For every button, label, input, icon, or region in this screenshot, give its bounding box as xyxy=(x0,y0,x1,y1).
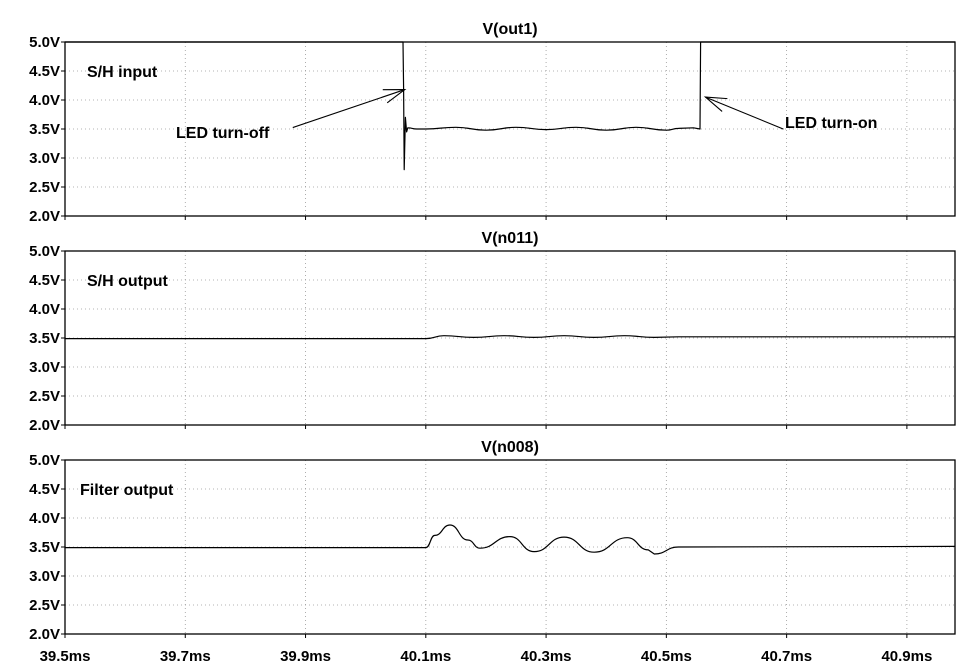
panel-2-y-tick-label: 3.5V xyxy=(29,330,60,347)
x-tick-label: 40.7ms xyxy=(761,648,812,665)
panel-1-arrow-2 xyxy=(705,96,784,130)
panel-1-trace xyxy=(65,41,955,171)
panel-2-y-tick-label: 4.5V xyxy=(29,272,60,289)
panel-1-y-tick-label: 2.0V xyxy=(29,208,60,225)
panel-3-y-tick-label: 2.0V xyxy=(29,626,60,643)
panel-1-arrowhead-2 xyxy=(703,96,728,112)
x-tick-label: 40.3ms xyxy=(521,648,572,665)
panel-2-title: V(n011) xyxy=(482,230,539,247)
panel-2-y-tick-label: 3.0V xyxy=(29,359,60,376)
panel-1-y-tick-label: 2.5V xyxy=(29,179,60,196)
panel-1-y-tick-label: 4.5V xyxy=(29,63,60,80)
panel-1-annotation: S/H input xyxy=(87,64,158,81)
panel-3-trace xyxy=(65,524,956,555)
panel-1-y-tick-label: 4.0V xyxy=(29,92,60,109)
panel-1-title: V(out1) xyxy=(482,21,537,38)
x-tick-label: 39.5ms xyxy=(40,648,91,665)
panel-2-annotation: S/H output xyxy=(87,273,169,290)
panel-2-y-tick-label: 2.0V xyxy=(29,417,60,434)
panel-1-arrow-label-1: LED turn-off xyxy=(176,125,270,142)
panel-1-arrow-1 xyxy=(292,89,405,129)
x-tick-label: 40.1ms xyxy=(400,648,451,665)
panel-1-y-tick-label: 3.5V xyxy=(29,121,60,138)
panel-1-y-tick-label: 3.0V xyxy=(29,150,60,167)
panel-1-frame xyxy=(64,41,956,217)
panel-3-y-tick-label: 3.5V xyxy=(29,539,60,556)
panel-1-y-tick-label: 5.0V xyxy=(29,34,60,51)
panel-2-trace xyxy=(65,335,955,340)
panel-3-y-tick-label: 2.5V xyxy=(29,597,60,614)
panel-3-title: V(n008) xyxy=(481,439,539,456)
panel-2-y-tick-label: 2.5V xyxy=(29,388,60,405)
panel-2-y-tick-label: 5.0V xyxy=(29,243,60,260)
panel-3-y-tick-label: 5.0V xyxy=(29,452,60,469)
panel-3-y-tick-label: 4.0V xyxy=(29,510,60,527)
panel-3-annotation: Filter output xyxy=(80,482,174,499)
panel-3-y-tick-label: 3.0V xyxy=(29,568,60,585)
panel-1-arrowhead-1 xyxy=(382,88,407,104)
x-tick-label: 40.9ms xyxy=(881,648,932,665)
x-tick-label: 39.7ms xyxy=(160,648,211,665)
panel-3-y-tick-label: 4.5V xyxy=(29,481,60,498)
panel-2-y-tick-label: 4.0V xyxy=(29,301,60,318)
x-tick-label: 40.5ms xyxy=(641,648,692,665)
panel-1-arrow-label-2: LED turn-on xyxy=(785,115,877,132)
x-tick-label: 39.9ms xyxy=(280,648,331,665)
